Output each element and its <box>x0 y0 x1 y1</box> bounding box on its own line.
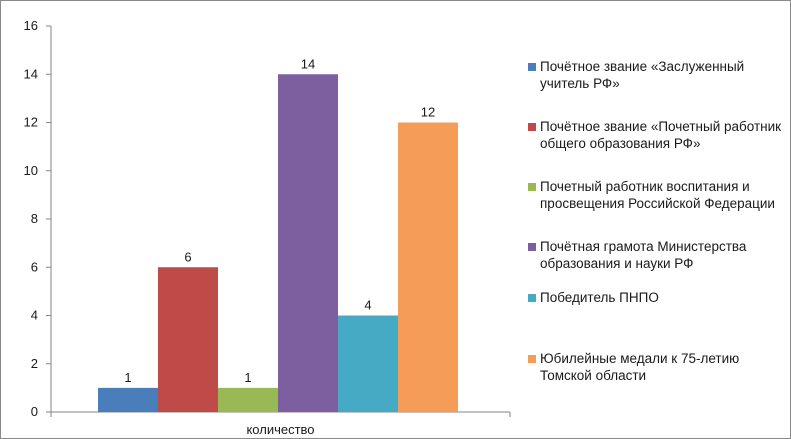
legend-swatch <box>528 183 536 191</box>
legend-label: Почётное звание «Заслуженный учитель РФ» <box>540 59 745 91</box>
legend-label: Почётная грамота Министерства образовани… <box>540 239 747 271</box>
legend-swatch <box>528 63 536 71</box>
legend-label: Почётное звание «Почетный работник общег… <box>540 119 782 151</box>
y-tick-label: 4 <box>31 308 38 323</box>
data-label-series-1: 1 <box>124 370 131 385</box>
bar-series-4 <box>278 74 338 412</box>
legend-item-5: Победитель ПНПО <box>528 289 786 306</box>
legend-swatch <box>528 355 536 363</box>
data-label-series-5: 4 <box>364 298 371 313</box>
legend-item-2: Почётное звание «Почетный работник общег… <box>528 118 786 152</box>
legend-item-4: Почётная грамота Министерства образовани… <box>528 238 786 272</box>
data-label-series-4: 14 <box>301 56 315 71</box>
data-label-series-2: 6 <box>184 249 191 264</box>
bar-series-6 <box>398 122 458 412</box>
y-tick-label: 8 <box>31 211 38 226</box>
y-tick-label: 10 <box>24 163 38 178</box>
legend-label: Почетный работник воспитания и просвещен… <box>540 179 775 211</box>
bar-series-1 <box>98 387 158 412</box>
y-tick-label: 12 <box>24 115 38 130</box>
y-tick-label: 16 <box>24 18 38 33</box>
bar-series-3 <box>218 387 278 412</box>
data-label-series-6: 12 <box>421 105 435 120</box>
y-tick-label: 6 <box>31 259 38 274</box>
legend-label: Юбилейные медали к 75-летию Томской обла… <box>540 351 740 383</box>
legend-swatch <box>528 243 536 251</box>
bar-series-2 <box>158 267 218 412</box>
legend-swatch <box>528 294 536 302</box>
legend-item-1: Почётное звание «Заслуженный учитель РФ» <box>528 58 786 92</box>
x-category-label: количество <box>246 422 314 437</box>
legend-item-3: Почетный работник воспитания и просвещен… <box>528 178 786 212</box>
legend-swatch <box>528 123 536 131</box>
y-tick-label: 2 <box>31 356 38 371</box>
legend-label: Победитель ПНПО <box>540 290 659 305</box>
bar-series-5 <box>338 315 398 412</box>
y-tick-label: 0 <box>31 404 38 419</box>
legend-item-6: Юбилейные медали к 75-летию Томской обла… <box>528 350 786 384</box>
data-label-series-3: 1 <box>244 370 251 385</box>
y-tick-label: 14 <box>24 66 38 81</box>
